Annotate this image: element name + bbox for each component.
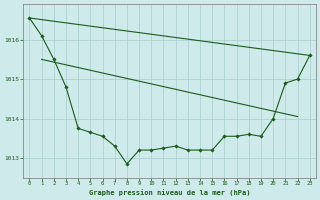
X-axis label: Graphe pression niveau de la mer (hPa): Graphe pression niveau de la mer (hPa) <box>89 189 250 196</box>
